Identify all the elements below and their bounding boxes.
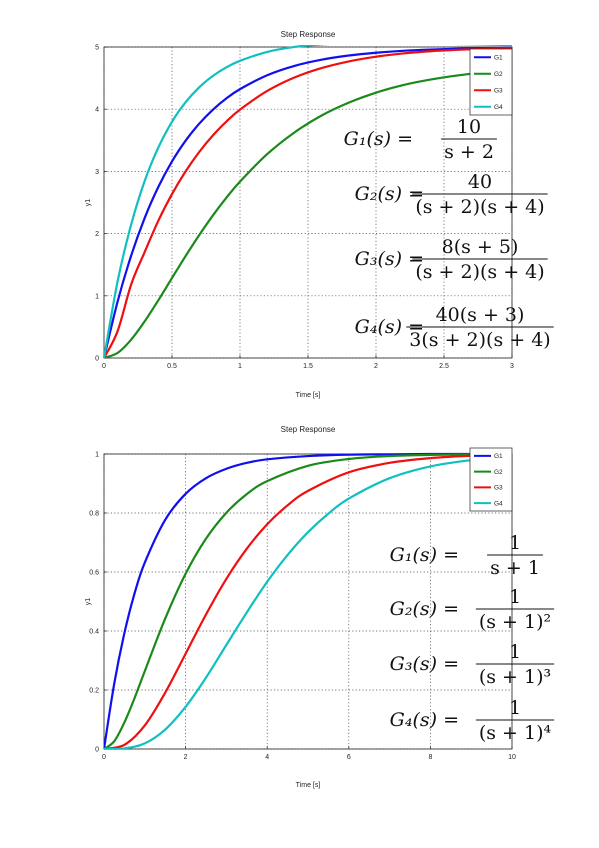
legend: G1 G2 G3 G4: [469, 447, 513, 512]
x-tick-label: 0: [102, 363, 106, 370]
formula-denominator: s + 1: [490, 557, 540, 579]
formula-lhs: G₃(s) =: [355, 248, 424, 270]
formula-lhs: G₄(s) =: [390, 709, 459, 731]
series-line-g4: [104, 45, 512, 358]
formula-lhs: G₄(s) =: [355, 316, 424, 338]
formula-numerator: 40: [468, 171, 492, 193]
legend-label-g1: G1: [494, 453, 503, 460]
legend-box: [469, 447, 513, 512]
y-tick-label: 0: [95, 356, 99, 363]
x-tick-label: 6: [347, 754, 351, 761]
formula-lhs: G₂(s) =: [355, 183, 424, 205]
legend-label-g1: G1: [494, 55, 503, 62]
formula-denominator: (s + 1)⁴: [479, 722, 552, 744]
formula-numerator: 8(s + 5): [442, 236, 519, 258]
plot-frame: [103, 453, 513, 750]
plot-frame: [103, 46, 513, 359]
chart-1: Step Response 0 0.5 1 1.5 2 2.5 3 0 1 2 3 4 5 Time [s]…: [85, 30, 554, 399]
chart-title: Step Response: [281, 425, 336, 434]
series-line-g3: [104, 453, 512, 749]
x-tick-label: 2: [184, 754, 188, 761]
x-tick-label: 10: [508, 754, 516, 761]
formula-denominator: (s + 2)(s + 4): [415, 261, 544, 283]
y-tick-label: 0: [95, 747, 99, 754]
x-tick-label: 2: [374, 363, 378, 370]
x-tick-label: 3: [510, 363, 514, 370]
series-line-g4: [104, 455, 512, 749]
x-tick-label: 0: [102, 754, 106, 761]
series-line-g2: [104, 452, 512, 749]
formula-lhs: G₂(s) =: [390, 598, 459, 620]
formula-numerator: 40(s + 3): [436, 304, 525, 326]
y-tick-label: 5: [95, 45, 99, 52]
formula-numerator: 1: [509, 586, 521, 608]
formula-lhs: G₃(s) =: [390, 653, 459, 675]
x-tick-label: 2.5: [439, 363, 449, 370]
formula-3: G₃(s) = 1 (s + 1)³: [390, 641, 555, 688]
y-tick-label: 3: [95, 169, 99, 176]
legend-label-g3: G3: [494, 88, 503, 95]
series-line-g1: [104, 452, 512, 749]
legend-label-g4: G4: [494, 104, 503, 111]
formula-lhs: G₁(s) =: [344, 128, 413, 150]
formula-3: G₃(s) = 8(s + 5) (s + 2)(s + 4): [355, 236, 548, 283]
formula-denominator: (s + 2)(s + 4): [415, 196, 544, 218]
formula-2: G₂(s) = 1 (s + 1)²: [390, 586, 555, 633]
formula-lhs: G₁(s) =: [390, 544, 459, 566]
series-line-g2: [104, 68, 512, 358]
formula-denominator: (s + 1)²: [479, 611, 551, 633]
formula-denominator: s + 2: [444, 141, 494, 163]
formula-denominator: (s + 1)³: [479, 666, 551, 688]
formula-numerator: 1: [509, 641, 521, 663]
formula-numerator: 10: [457, 116, 481, 138]
formula-1: G₁(s) = 1 s + 1: [390, 532, 543, 579]
x-tick-label: 1.5: [303, 363, 313, 370]
chart-title: Step Response: [281, 30, 336, 39]
legend-box: [469, 48, 513, 116]
y-axis-label: y1: [85, 199, 92, 207]
y-tick-label: 0.8: [89, 511, 99, 518]
y-tick-label: 0.6: [89, 570, 99, 577]
x-tick-label: 4: [265, 754, 269, 761]
formula-4: G₄(s) = 1 (s + 1)⁴: [390, 697, 555, 744]
y-tick-label: 0.2: [89, 688, 99, 695]
y-tick-label: 1: [95, 452, 99, 459]
formula-4: G₄(s) = 40(s + 3) 3(s + 2)(s + 4): [355, 304, 554, 351]
y-axis-label: y1: [85, 598, 92, 606]
formula-2: G₂(s) = 40 (s + 2)(s + 4): [355, 171, 548, 218]
y-tick-label: 1: [95, 293, 99, 300]
legend-label-g2: G2: [494, 469, 503, 476]
series-line-g1: [104, 46, 512, 358]
x-axis-label: Time [s]: [296, 782, 321, 789]
series-line-g3: [104, 47, 512, 358]
chart-2: Step Response 0 2 4 6 8 10 0 0.2 0.4 0.6 0.8 1 Time […: [85, 425, 555, 789]
legend: G1 G2 G3 G4: [469, 48, 513, 116]
y-tick-label: 4: [95, 107, 99, 114]
formula-numerator: 1: [509, 532, 521, 554]
formula-denominator: 3(s + 2)(s + 4): [409, 329, 550, 351]
x-tick-label: 1: [238, 363, 242, 370]
x-axis-label: Time [s]: [296, 392, 321, 399]
legend-label-g3: G3: [494, 485, 503, 492]
formula-1: G₁(s) = 10 s + 2: [344, 116, 497, 163]
x-tick-label: 0.5: [167, 363, 177, 370]
legend-label-g2: G2: [494, 71, 503, 78]
legend-label-g4: G4: [494, 500, 503, 507]
x-tick-label: 8: [428, 754, 432, 761]
y-tick-label: 0.4: [89, 629, 99, 636]
y-tick-label: 2: [95, 231, 99, 238]
formula-numerator: 1: [509, 697, 521, 719]
